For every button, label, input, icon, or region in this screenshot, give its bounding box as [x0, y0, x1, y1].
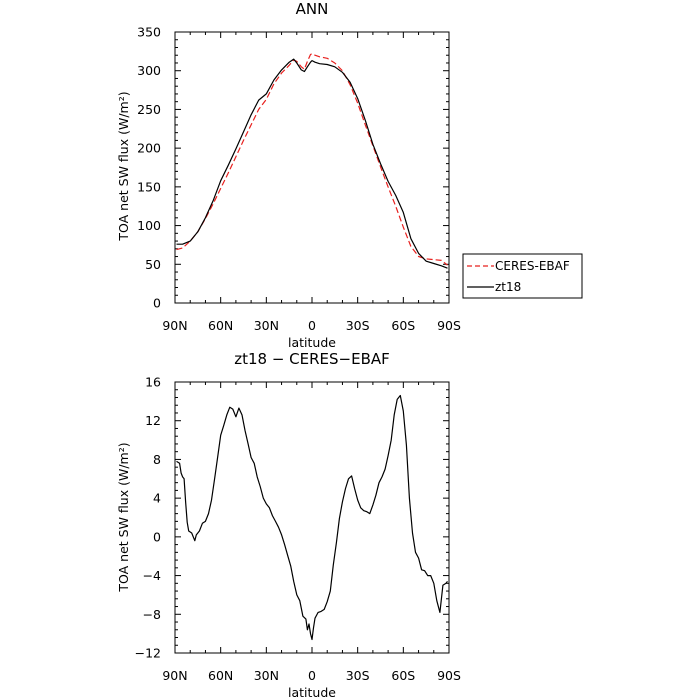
panel-annual-mean: ANN latitude TOA net SW flux (W/m²) 90N 6… — [116, 0, 583, 350]
series-line-zt18 — [176, 58, 448, 269]
plot-frame — [174, 381, 450, 654]
legend-label-ceres: CERES-EBAF — [495, 259, 570, 273]
y-tick-label: −12 — [135, 646, 161, 661]
y-tick-label: 0 — [153, 296, 161, 311]
y-tick-label: 4 — [153, 491, 161, 506]
y-axis-label: TOA net SW flux (W/m²) — [116, 91, 131, 241]
chart-title: zt18 − CERES−EBAF — [234, 350, 390, 368]
y-tick-label: 200 — [137, 141, 161, 156]
legend-box — [462, 253, 583, 299]
x-tick-label: 90N — [162, 318, 187, 333]
y-axis-label: TOA net SW flux (W/m²) — [116, 442, 131, 592]
y-tick-label: 8 — [153, 452, 161, 467]
x-tick-label: 90N — [162, 668, 187, 683]
x-tick-label: 30N — [254, 668, 279, 683]
series-line-ceres-ebaf — [176, 53, 448, 266]
plot-lines — [176, 394, 448, 641]
x-tick-label: 30S — [346, 668, 370, 683]
series-line-difference — [176, 394, 448, 641]
y-tick-label: 100 — [137, 218, 161, 233]
y-tick-label: 0 — [153, 529, 161, 544]
y-tick-label: 250 — [137, 102, 161, 117]
x-tick-label: 0 — [308, 318, 316, 333]
y-tick-label: 12 — [145, 413, 161, 428]
x-tick-label: 30N — [254, 318, 279, 333]
y-tick-label: 16 — [145, 375, 161, 390]
axis-ticks: 90N 60N 30N 0 30S 60S 90S 0 50 100 150 200 250 300 350 — [137, 25, 461, 334]
plot-lines — [176, 53, 448, 269]
y-tick-label: −8 — [143, 607, 161, 622]
x-tick-label: 60N — [208, 668, 233, 683]
legend: CERES-EBAF zt18 — [462, 253, 583, 299]
x-tick-label: 60N — [208, 318, 233, 333]
x-tick-label: 60S — [391, 318, 415, 333]
x-tick-label: 30S — [346, 318, 370, 333]
chart-title: ANN — [296, 0, 329, 18]
panel-difference: zt18 − CERES−EBAF latitude TOA net SW fl… — [116, 350, 461, 700]
y-tick-label: 50 — [145, 257, 161, 272]
x-tick-label: 90S — [437, 668, 461, 683]
legend-label-zt18: zt18 — [495, 280, 521, 294]
y-tick-label: −4 — [143, 568, 161, 583]
x-axis-label: latitude — [288, 685, 336, 700]
plot-frame — [174, 31, 450, 304]
y-tick-label: 300 — [137, 63, 161, 78]
y-tick-label: 150 — [137, 179, 161, 194]
x-tick-label: 60S — [391, 668, 415, 683]
x-tick-label: 90S — [437, 318, 461, 333]
y-tick-label: 350 — [137, 25, 161, 40]
x-axis-label: latitude — [288, 335, 336, 350]
x-tick-label: 0 — [308, 668, 316, 683]
